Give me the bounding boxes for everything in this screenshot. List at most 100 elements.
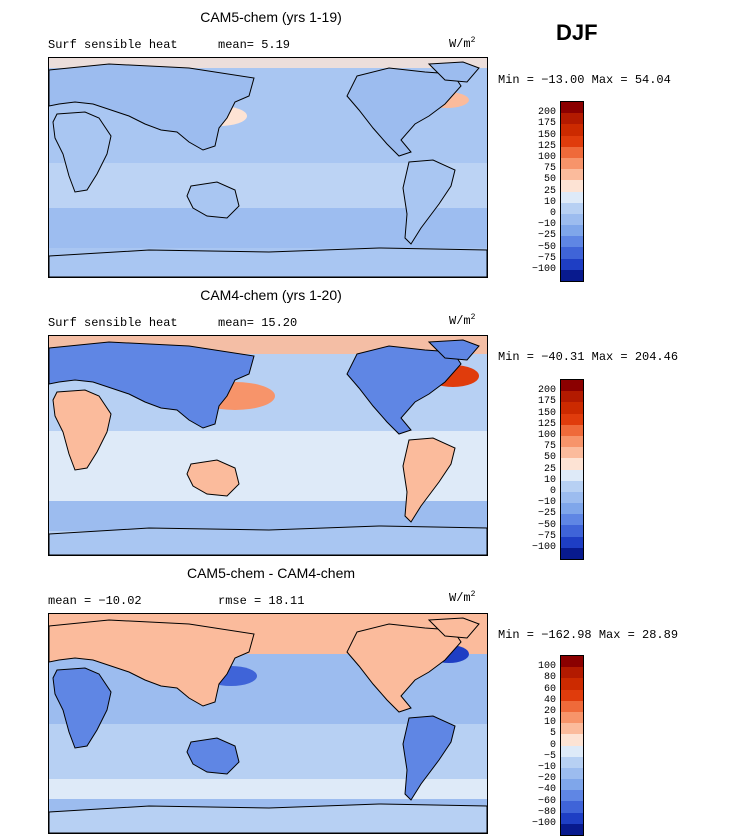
colorbar-tick-label: −10 bbox=[537, 219, 556, 231]
panel-1-mean: mean= 5.19 bbox=[218, 38, 291, 52]
colorbar-segment bbox=[561, 169, 583, 181]
colorbar-segment bbox=[561, 413, 583, 425]
colorbar-tick-label: −25 bbox=[537, 230, 556, 242]
colorbar-tick-label: −100 bbox=[531, 818, 556, 829]
colorbar-tick-label: 200 bbox=[537, 107, 556, 119]
colorbar-segment bbox=[561, 202, 583, 214]
continent-samerica bbox=[402, 715, 456, 801]
colorbar-tick-label: −80 bbox=[537, 806, 556, 818]
colorbar-segment bbox=[561, 767, 583, 780]
colorbar-tick-label: 80 bbox=[543, 672, 556, 684]
panel-3-minmax: Min = −162.98 Max = 28.89 bbox=[498, 628, 679, 642]
continent-africa bbox=[52, 111, 112, 193]
panel-1-units: W/m2 bbox=[449, 36, 476, 51]
continent-greenland bbox=[427, 339, 480, 361]
colorbar-segment bbox=[561, 678, 583, 690]
colorbar-segment bbox=[561, 801, 583, 813]
colorbar-segment bbox=[561, 779, 583, 791]
panel-2-title: CAM4-chem (yrs 1-20) bbox=[200, 287, 342, 303]
colorbar-segment bbox=[561, 812, 583, 824]
colorbar-tick-label: −75 bbox=[537, 252, 556, 264]
panel-2-units: W/m2 bbox=[449, 313, 476, 328]
colorbar-tick-label: −100 bbox=[531, 542, 556, 553]
colorbar-segment bbox=[561, 756, 583, 768]
colorbar-tick-label: −100 bbox=[531, 264, 556, 275]
colorbar-tick-label: 25 bbox=[543, 463, 556, 475]
colorbar-segment bbox=[561, 790, 583, 802]
panel-2-mean: mean= 15.20 bbox=[218, 316, 298, 330]
colorbar-tick-label: −10 bbox=[537, 762, 556, 773]
colorbar-tick-label: 10 bbox=[543, 474, 556, 486]
colorbar-tick-label: 10 bbox=[543, 717, 556, 729]
continent-eurasia bbox=[49, 63, 255, 151]
colorbar-tick-label: 175 bbox=[537, 396, 556, 408]
panel-3-rmse: rmse = 18.11 bbox=[218, 594, 305, 608]
colorbar-tick-label: 10 bbox=[543, 196, 556, 208]
colorbar-segment bbox=[561, 458, 583, 470]
colorbar-segment bbox=[561, 113, 583, 125]
colorbar-segment bbox=[561, 180, 583, 192]
colorbar-tick-label: 125 bbox=[537, 140, 556, 152]
southern-light-band bbox=[49, 779, 487, 799]
continent-eurasia bbox=[49, 619, 255, 707]
colorbar-segment bbox=[561, 745, 583, 757]
colorbar-tick-label: 150 bbox=[537, 129, 556, 141]
season-label: DJF bbox=[556, 20, 598, 45]
continent-samerica bbox=[402, 159, 456, 245]
continent-antarctica bbox=[49, 247, 487, 277]
panel-1-variable-label: Surf sensible heat bbox=[48, 38, 178, 52]
colorbar-tick-label: 125 bbox=[537, 418, 556, 430]
colorbar-segment bbox=[561, 191, 583, 203]
colorbar-tick-label: −5 bbox=[543, 750, 556, 762]
colorbar-segment bbox=[561, 213, 583, 226]
colorbar-segment bbox=[561, 225, 583, 237]
panel-1-minmax: Min = −13.00 Max = 54.04 bbox=[498, 73, 671, 87]
map-canvas bbox=[49, 58, 487, 277]
panel-1-map bbox=[48, 57, 488, 278]
colorbar-segment bbox=[561, 734, 583, 746]
colorbar-tick-label: 50 bbox=[543, 452, 556, 464]
colorbar-segment bbox=[561, 525, 583, 537]
continent-greenland bbox=[427, 61, 480, 83]
panel-2-minmax: Min = −40.31 Max = 204.46 bbox=[498, 350, 679, 364]
colorbar-segment bbox=[561, 269, 583, 281]
colorbar-tick-label: 60 bbox=[543, 683, 556, 695]
colorbar-segment bbox=[561, 503, 583, 515]
colorbar-tick-label: 25 bbox=[543, 185, 556, 197]
panel-2-variable-label: Surf sensible heat bbox=[48, 316, 178, 330]
colorbar-tick-label: 20 bbox=[543, 706, 556, 717]
colorbar-segment bbox=[561, 447, 583, 459]
colorbar-segment bbox=[561, 823, 583, 835]
colorbar-segment bbox=[561, 124, 583, 136]
panel-3-colorbar bbox=[560, 655, 584, 836]
continent-samerica bbox=[402, 437, 456, 523]
continent-greenland bbox=[427, 617, 480, 639]
colorbar-tick-label: 100 bbox=[537, 152, 556, 163]
colorbar-segment bbox=[561, 146, 583, 158]
continent-australia bbox=[186, 459, 240, 497]
colorbar-tick-label: 0 bbox=[549, 208, 556, 219]
panel-3-title: CAM5-chem - CAM4-chem bbox=[186, 565, 356, 581]
colorbar-segment bbox=[561, 247, 583, 259]
colorbar-segment bbox=[561, 236, 583, 248]
colorbar-segment bbox=[561, 547, 583, 559]
colorbar-tick-label: 100 bbox=[537, 661, 556, 673]
colorbar-tick-label: 100 bbox=[537, 430, 556, 441]
colorbar-segment bbox=[561, 536, 583, 548]
colorbar-tick-label: 0 bbox=[549, 739, 556, 751]
continent-australia bbox=[186, 181, 240, 219]
panel-3-units: W/m2 bbox=[449, 590, 476, 605]
colorbar-segment bbox=[561, 480, 583, 492]
colorbar-segment bbox=[561, 689, 583, 701]
colorbar-segment bbox=[561, 514, 583, 526]
continent-eurasia bbox=[49, 341, 255, 429]
colorbar-segment bbox=[561, 667, 583, 679]
colorbar-tick-label: −25 bbox=[537, 508, 556, 520]
colorbar-segment bbox=[561, 711, 583, 724]
colorbar-segment bbox=[561, 402, 583, 414]
map-canvas bbox=[49, 614, 487, 833]
colorbar-segment bbox=[561, 723, 583, 735]
colorbar-segment bbox=[561, 391, 583, 403]
colorbar-tick-label: 200 bbox=[537, 385, 556, 397]
colorbar-segment bbox=[561, 157, 583, 170]
